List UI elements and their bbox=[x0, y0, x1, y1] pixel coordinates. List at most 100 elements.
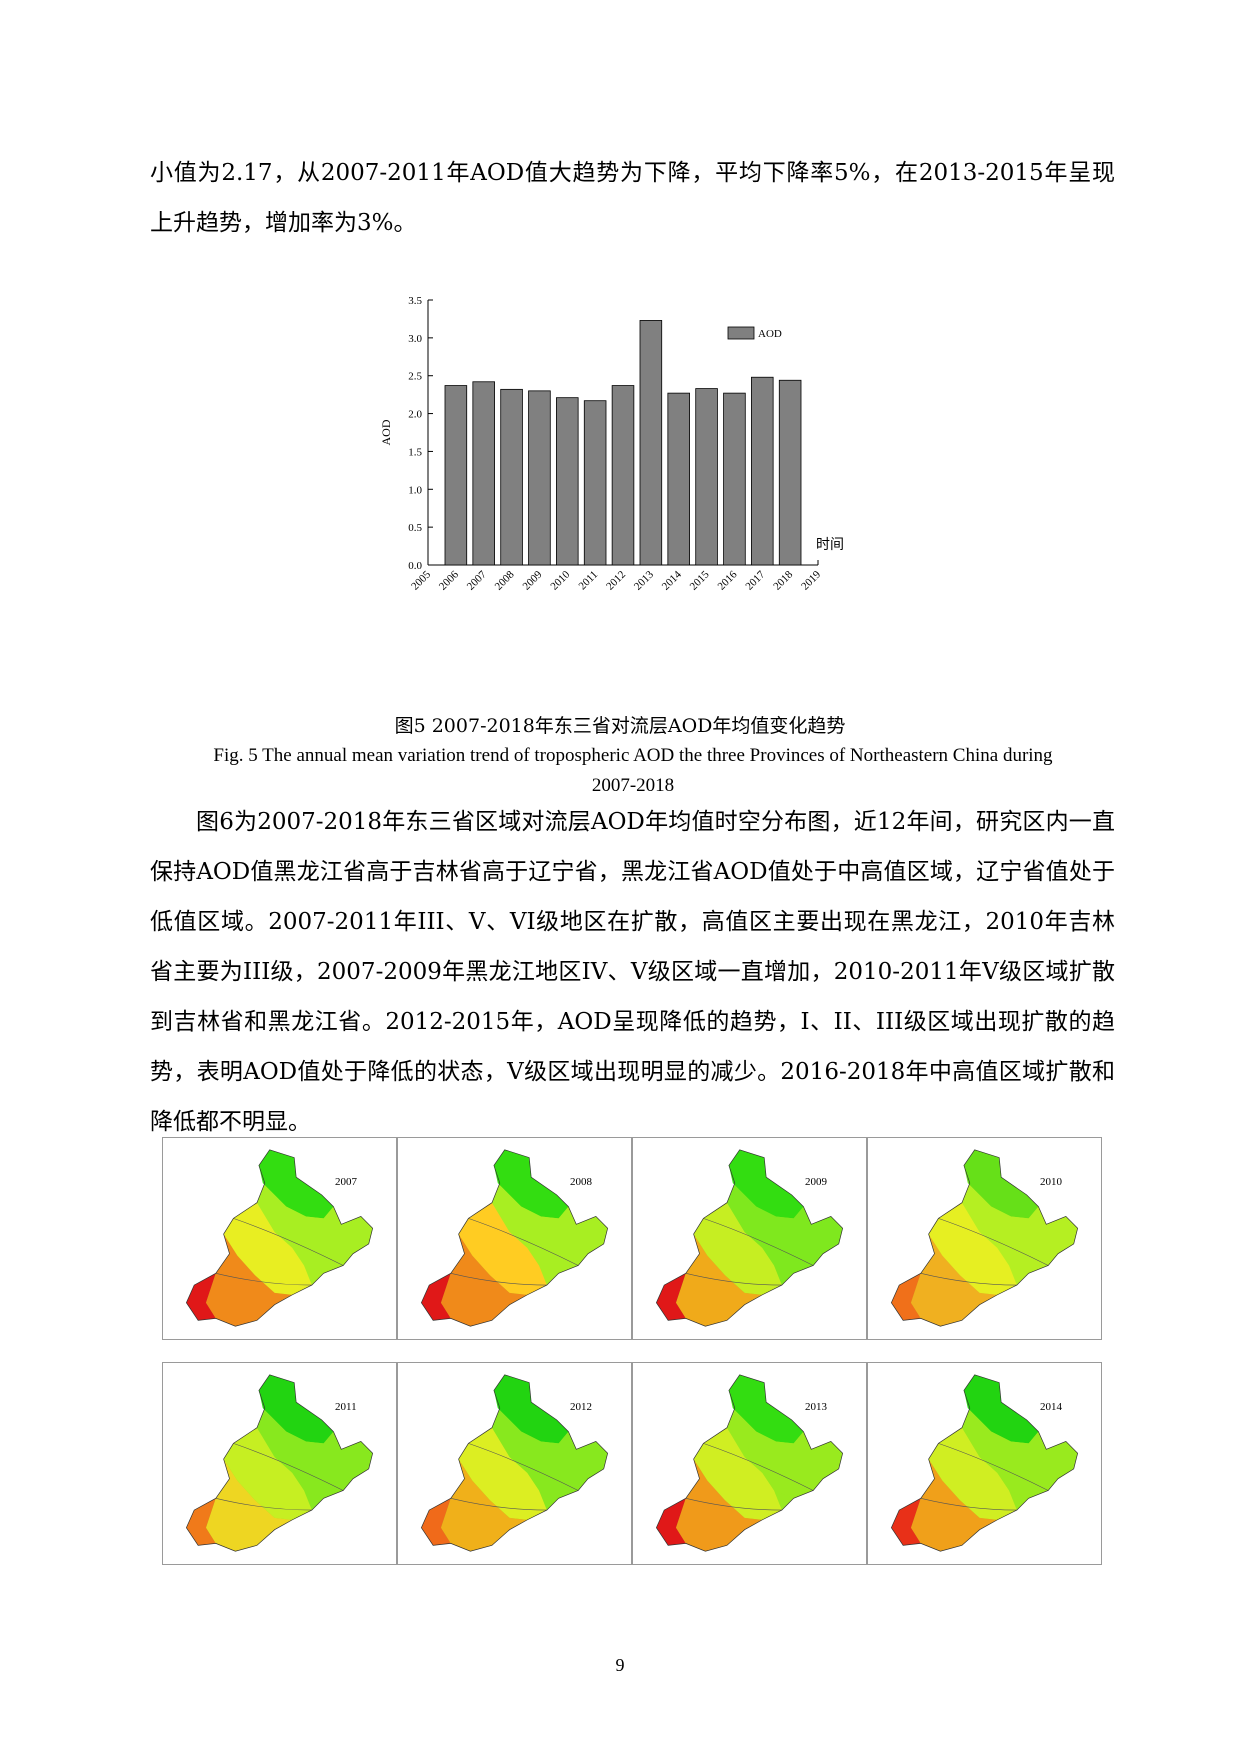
aod-zone bbox=[509, 1206, 608, 1274]
bar-2014 bbox=[667, 392, 690, 566]
aod-map-2013: 2013 bbox=[632, 1362, 867, 1565]
x-tick-label: 2007 bbox=[465, 568, 489, 592]
aod-map-2007: 2007 bbox=[162, 1137, 397, 1340]
aod-zone bbox=[928, 1202, 1017, 1295]
bar-2017 bbox=[751, 376, 774, 566]
aod-zone bbox=[493, 1149, 569, 1219]
paragraph-figure6: 图6为2007-2018年东三省区域对流层AOD年均值时空分布图，近12年间，研… bbox=[150, 809, 1115, 1135]
aod-zone bbox=[223, 1427, 312, 1520]
aod-zone bbox=[509, 1431, 608, 1499]
x-tick-label: 2017 bbox=[743, 568, 767, 592]
y-tick-label: 1.0 bbox=[408, 484, 422, 496]
region-map-graphic bbox=[185, 1149, 374, 1327]
bar-2010 bbox=[556, 397, 579, 566]
map-year-label: 2011 bbox=[335, 1401, 357, 1413]
aod-zone bbox=[979, 1431, 1078, 1499]
x-tick-label: 2018 bbox=[771, 568, 795, 592]
y-tick-label: 3.0 bbox=[408, 333, 422, 345]
x-tick-label: 2008 bbox=[493, 568, 517, 592]
aod-zone bbox=[979, 1206, 1078, 1274]
x-tick-label: 2014 bbox=[660, 568, 684, 592]
aod-zone bbox=[928, 1427, 1017, 1520]
bar-2006 bbox=[444, 385, 468, 566]
bar-2012 bbox=[611, 385, 635, 566]
region-map-graphic bbox=[890, 1149, 1079, 1327]
y-tick-label: 0.5 bbox=[408, 522, 422, 534]
province-boundary bbox=[215, 1443, 344, 1511]
aod-zone bbox=[656, 1273, 686, 1321]
x-tick-label: 2011 bbox=[577, 569, 601, 593]
x-tick-label: 2019 bbox=[799, 568, 823, 592]
aod-zone bbox=[728, 1149, 804, 1219]
aod-map-2011: 2011 bbox=[162, 1362, 397, 1565]
map-year-label: 2013 bbox=[805, 1401, 827, 1413]
legend-swatch bbox=[727, 326, 755, 340]
aod-zone bbox=[744, 1431, 843, 1499]
region-map-graphic bbox=[655, 1149, 844, 1327]
province-boundary bbox=[450, 1443, 579, 1511]
map-year-label: 2007 bbox=[335, 1176, 357, 1188]
x-tick-label: 2016 bbox=[716, 568, 740, 592]
aod-zone bbox=[458, 1427, 547, 1520]
legend-label: AOD bbox=[758, 328, 782, 340]
aod-map-2012: 2012 bbox=[397, 1362, 632, 1565]
aod-zone bbox=[274, 1431, 373, 1499]
aod-zone bbox=[744, 1206, 843, 1274]
bar-2016 bbox=[723, 392, 746, 566]
y-tick-label: 2.0 bbox=[408, 409, 422, 421]
aod-map-2014: 2014 bbox=[867, 1362, 1102, 1565]
province-boundary bbox=[450, 1218, 579, 1286]
aod-zone bbox=[274, 1206, 373, 1274]
figure5-caption-cn: 图5 2007-2018年东三省对流层AOD年均值变化趋势 bbox=[394, 715, 846, 737]
region-border bbox=[420, 1149, 609, 1327]
bar-2008 bbox=[500, 388, 523, 566]
region-map-graphic bbox=[420, 1374, 609, 1552]
region-map-graphic bbox=[655, 1374, 844, 1552]
y-tick-label: 3.5 bbox=[408, 295, 422, 307]
region-map-graphic bbox=[890, 1374, 1079, 1552]
aod-zone bbox=[493, 1374, 569, 1444]
aod-zone bbox=[421, 1273, 451, 1321]
region-border bbox=[420, 1374, 609, 1552]
bar-2009 bbox=[528, 390, 551, 566]
x-tick-label: 2009 bbox=[521, 568, 545, 592]
figure5-caption-en-line1: Fig. 5 The annual mean variation trend o… bbox=[213, 745, 1053, 766]
aod-zone bbox=[693, 1202, 782, 1295]
map-year-label: 2010 bbox=[1040, 1176, 1062, 1188]
figure5-caption-en-line2: 2007-2018 bbox=[591, 775, 675, 796]
x-tick-label: 2012 bbox=[604, 569, 628, 593]
bar-2011 bbox=[583, 400, 607, 566]
figure6-map-grid: 2007 2008 2009 2010 2011 2012 2013 2014 bbox=[162, 1137, 1102, 1577]
region-border bbox=[890, 1149, 1079, 1327]
map-year-label: 2008 bbox=[570, 1176, 592, 1188]
aod-zone bbox=[656, 1498, 686, 1546]
province-boundary bbox=[215, 1218, 344, 1286]
province-boundary bbox=[920, 1443, 1049, 1511]
region-border bbox=[185, 1149, 374, 1327]
aod-zone bbox=[421, 1498, 451, 1546]
y-tick-label: 0.0 bbox=[408, 560, 422, 572]
y-tick-label: 2.5 bbox=[408, 371, 422, 383]
aod-zone bbox=[223, 1202, 312, 1295]
province-boundary bbox=[920, 1218, 1049, 1286]
province-boundary bbox=[685, 1218, 814, 1286]
aod-zone bbox=[258, 1149, 334, 1219]
aod-zone bbox=[186, 1498, 216, 1546]
aod-zone bbox=[891, 1273, 921, 1321]
region-border bbox=[890, 1374, 1079, 1552]
bar-2013 bbox=[639, 320, 663, 566]
aod-zone bbox=[728, 1374, 804, 1444]
aod-zone bbox=[693, 1427, 782, 1520]
bar-2018 bbox=[778, 379, 802, 566]
map-year-label: 2014 bbox=[1040, 1401, 1062, 1413]
aod-zone bbox=[258, 1374, 334, 1444]
aod-map-2008: 2008 bbox=[397, 1137, 632, 1340]
region-border bbox=[655, 1149, 844, 1327]
aod-map-2009: 2009 bbox=[632, 1137, 867, 1340]
x-tick-label: 2010 bbox=[548, 568, 572, 592]
region-map-graphic bbox=[185, 1374, 374, 1552]
y-tick-label: 1.5 bbox=[408, 446, 422, 458]
aod-zone bbox=[963, 1149, 1039, 1219]
x-axis-label: 时间 bbox=[816, 537, 844, 553]
